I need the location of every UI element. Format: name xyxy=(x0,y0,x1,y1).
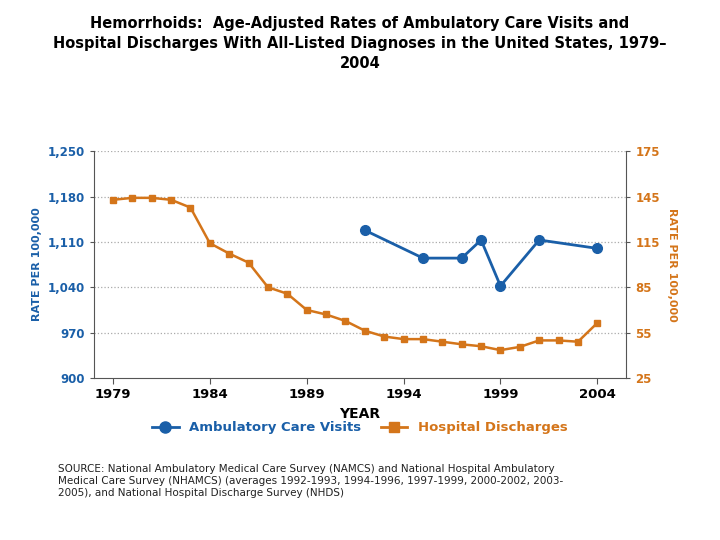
Y-axis label: RATE PER 100,000: RATE PER 100,000 xyxy=(667,208,677,321)
Text: Hemorrhoids:  Age-Adjusted Rates of Ambulatory Care Visits and
Hospital Discharg: Hemorrhoids: Age-Adjusted Rates of Ambul… xyxy=(53,16,667,71)
X-axis label: YEAR: YEAR xyxy=(339,407,381,421)
Legend: Ambulatory Care Visits, Hospital Discharges: Ambulatory Care Visits, Hospital Dischar… xyxy=(147,416,573,440)
Y-axis label: RATE PER 100,000: RATE PER 100,000 xyxy=(32,208,42,321)
Text: SOURCE: National Ambulatory Medical Care Survey (NAMCS) and National Hospital Am: SOURCE: National Ambulatory Medical Care… xyxy=(58,464,563,497)
